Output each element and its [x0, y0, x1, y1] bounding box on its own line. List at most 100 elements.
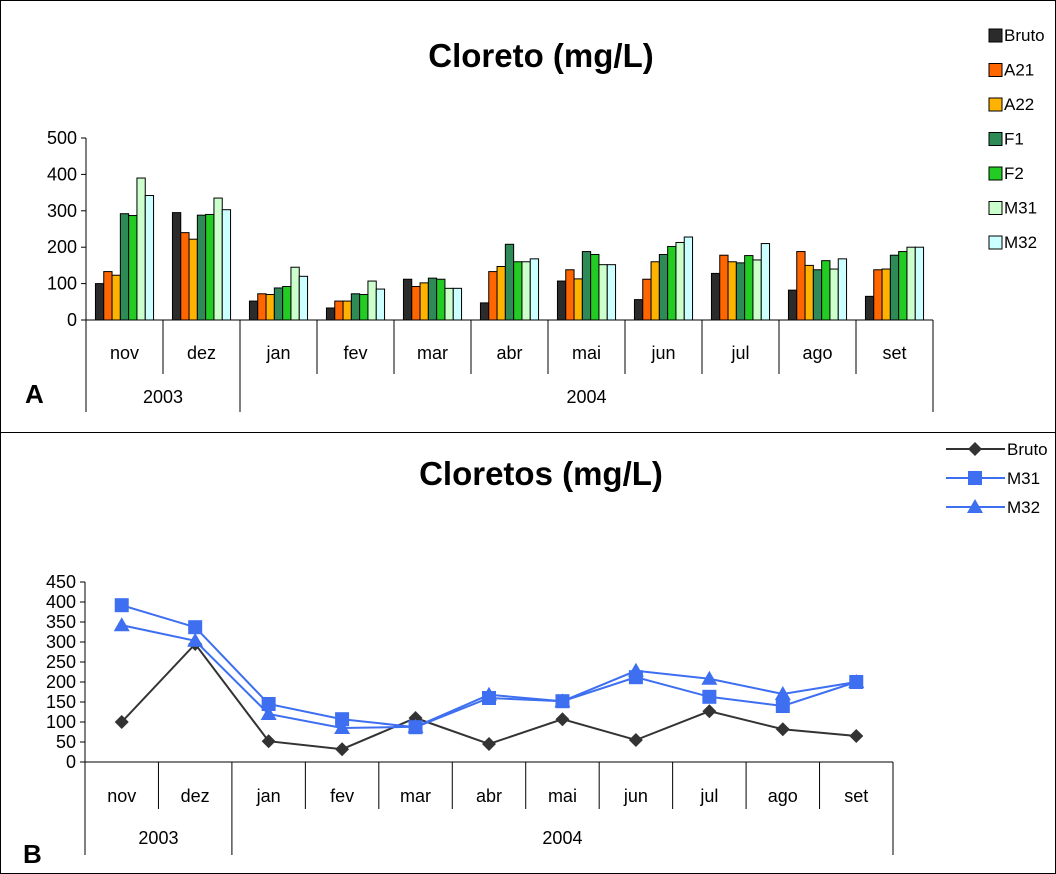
x-tick-label: set [844, 786, 868, 806]
bar-f2 [436, 278, 446, 321]
bar-f2 [898, 251, 908, 321]
bar-f2 [359, 294, 369, 321]
bar-m32 [683, 236, 694, 321]
x-tick-label: mar [417, 343, 448, 363]
bar-a21 [565, 269, 575, 321]
y-tick-label: 400 [46, 592, 76, 612]
bar-f1 [350, 293, 361, 321]
bar-m31 [290, 266, 300, 321]
bar-chart-svg: Cloreto (mg/L) A 0 100 200 300 400 500 nov dez j… [25, 26, 1045, 412]
x-tick-label: fev [343, 343, 367, 363]
x-tick-label: abr [496, 343, 522, 363]
bar-m31 [213, 197, 223, 321]
bar-a22 [650, 261, 660, 321]
x-tick-label: jul [699, 786, 718, 806]
y-tick-label: 100 [46, 712, 76, 732]
x-tick-label: dez [187, 343, 216, 363]
bar-chart-plot: 0 100 200 300 400 500 nov dez jan fev mar abr mai jun… [47, 26, 1045, 412]
bar-a21 [796, 251, 806, 321]
legend-swatch [988, 63, 1003, 77]
bar-m31 [367, 280, 377, 321]
x-tick-label: abr [476, 786, 502, 806]
bar-f1 [658, 253, 669, 321]
bar-m31 [752, 259, 762, 321]
bar-bruto [479, 302, 490, 321]
point-m32 [701, 670, 718, 685]
point-bruto [261, 734, 276, 749]
x-year-label: 2004 [542, 828, 582, 848]
bar-bruto [94, 283, 105, 321]
legend-swatch [988, 166, 1003, 181]
bar-m31 [444, 287, 454, 321]
x-tick-label: mar [400, 786, 431, 806]
x-year-label: 2004 [566, 387, 606, 407]
x-tick-label: jan [256, 786, 281, 806]
series-line-m31 [121, 604, 857, 729]
legend-marker [968, 471, 982, 485]
bar-a21 [719, 254, 729, 321]
chart-a-panel-label: A [25, 379, 44, 409]
bar-a22 [111, 274, 121, 321]
bar-m32 [837, 258, 848, 321]
bar-f1 [812, 269, 823, 321]
x-tick-label: jul [730, 343, 749, 363]
bar-m31 [136, 177, 146, 321]
bar-f2 [821, 260, 831, 321]
x-year-label: 2003 [138, 828, 178, 848]
bar-m32 [914, 246, 925, 321]
bar-f1 [196, 214, 207, 321]
bar-f1 [735, 262, 746, 321]
x-tick-label: mai [548, 786, 577, 806]
x-tick-label: set [882, 343, 906, 363]
x-year-label: 2003 [143, 387, 183, 407]
x-tick-label: nov [110, 343, 139, 363]
bar-m31 [521, 261, 531, 321]
y-tick-label: 300 [46, 632, 76, 652]
point-m32 [187, 632, 204, 647]
bar-a22 [881, 268, 891, 321]
x-tick-label: jan [265, 343, 290, 363]
bar-f1 [119, 213, 130, 321]
bar-f2 [667, 245, 677, 321]
point-m32 [481, 686, 497, 701]
x-tick-label: ago [802, 343, 832, 363]
y-tick-label: 200 [46, 672, 76, 692]
bar-f2 [513, 261, 523, 321]
bar-bruto [633, 299, 644, 321]
bar-m32 [298, 275, 309, 321]
point-bruto [702, 704, 717, 719]
point-bruto [775, 722, 790, 737]
bar-bruto [171, 212, 182, 321]
bar-f1 [581, 251, 592, 321]
bar-f1 [427, 277, 438, 321]
legend-label: M31 [1007, 469, 1040, 488]
legend-swatch [988, 235, 1003, 250]
point-m32 [554, 693, 571, 708]
point-m32 [334, 720, 351, 734]
chart-a-title: Cloreto (mg/L) [428, 37, 653, 74]
legend-label: A21 [1004, 61, 1034, 80]
bar-a21 [488, 271, 498, 321]
bar-a22 [419, 282, 429, 321]
legend-label: F2 [1004, 164, 1024, 183]
y-tick-label: 400 [47, 164, 77, 184]
point-m32 [113, 617, 130, 632]
legend-swatch [988, 201, 1003, 215]
y-tick-label: 300 [47, 201, 77, 221]
y-tick-label: 200 [47, 237, 77, 257]
chart-b-panel-label: B [23, 839, 42, 869]
x-tick-label: dez [181, 786, 210, 806]
bar-a22 [496, 265, 506, 321]
legend-swatch [988, 132, 1003, 146]
point-m32 [774, 686, 791, 700]
y-tick-label: 100 [47, 274, 77, 294]
bar-bruto [556, 280, 567, 321]
legend-label: A22 [1004, 95, 1034, 114]
bar-a21 [334, 300, 344, 321]
bar-a22 [804, 264, 814, 321]
point-m31 [114, 598, 129, 613]
bar-m32 [375, 288, 386, 321]
bar-f2 [282, 286, 292, 321]
bar-bruto [402, 278, 413, 321]
